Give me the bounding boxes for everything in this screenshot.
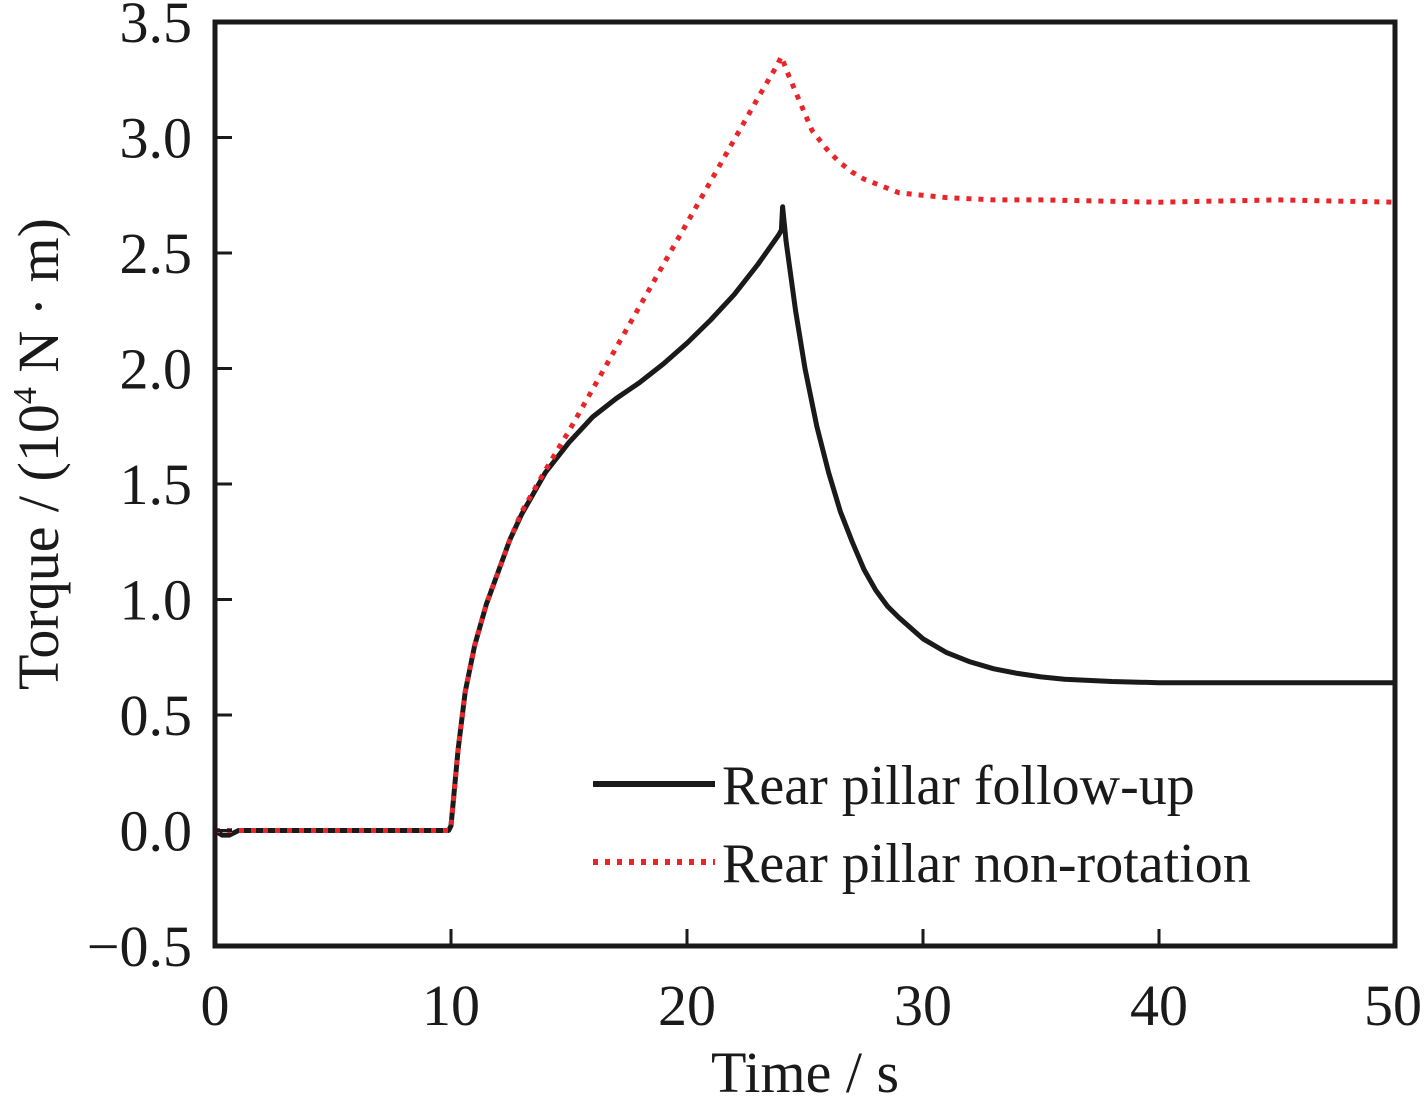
x-axis-title: Time / s — [711, 1040, 899, 1097]
legend: Rear pillar follow-up Rear pillar non-ro… — [593, 755, 1251, 895]
series-layer — [213, 54, 1396, 838]
y-tick-label: 2.0 — [120, 337, 193, 402]
y-axis-title-prefix: Torque / (10 — [6, 404, 71, 690]
series-line-non-rotation — [215, 54, 1396, 833]
x-tick-label: 40 — [1130, 973, 1188, 1038]
x-tick-label: 50 — [1364, 973, 1422, 1038]
legend-label-follow-up: Rear pillar follow-up — [722, 755, 1195, 817]
y-tick-label: 2.5 — [120, 221, 193, 286]
x-tick-label: 10 — [422, 973, 480, 1038]
legend-label-non-rotation: Rear pillar non-rotation — [722, 833, 1251, 895]
y-tick-label: 3.0 — [120, 106, 193, 171]
y-axis-title: Torque / (104 N · m) — [6, 218, 71, 690]
x-axis-ticks: 0 10 20 30 40 50 — [201, 929, 1422, 1038]
y-axis-title-suffix: N · m) — [6, 218, 71, 387]
y-axis-ticks: −0.5 0.0 0.5 1.0 1.5 2.0 2.5 3.0 3.5 — [87, 0, 232, 979]
y-tick-label: −0.5 — [87, 914, 192, 979]
y-tick-label: 0.0 — [120, 799, 193, 864]
x-tick-label: 0 — [201, 973, 230, 1038]
y-tick-label: 1.0 — [120, 568, 193, 633]
x-tick-label: 30 — [894, 973, 952, 1038]
x-tick-label: 20 — [658, 973, 716, 1038]
y-tick-label: 3.5 — [120, 0, 193, 55]
y-axis-title-superscript: 4 — [7, 387, 44, 404]
y-tick-label: 0.5 — [120, 683, 193, 748]
y-tick-label: 1.5 — [120, 452, 193, 517]
